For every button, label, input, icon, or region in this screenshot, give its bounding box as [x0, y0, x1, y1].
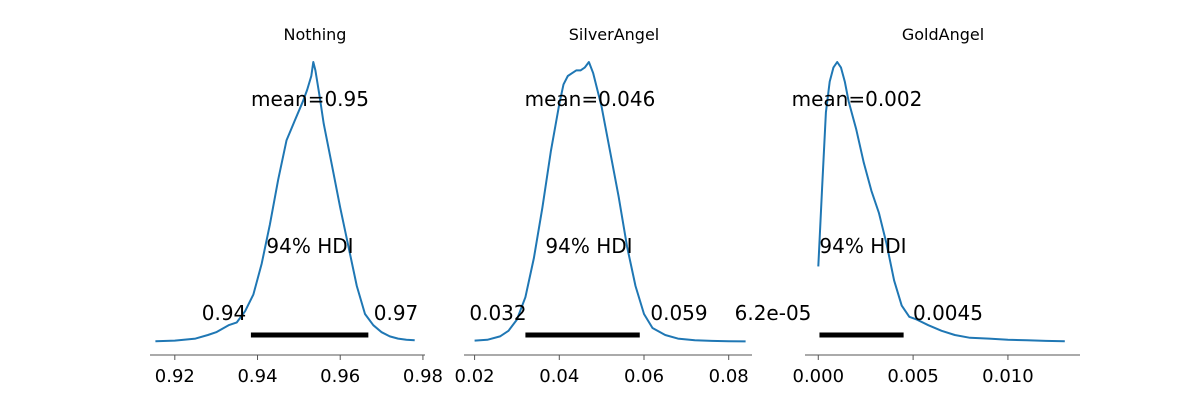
x-tick-label: 0.96 [320, 366, 360, 387]
panel-1: SilverAngel mean=0.046 94% HDI 0.032 0.059 0.… [455, 25, 752, 387]
panel-title: Nothing [284, 25, 347, 44]
x-tick-label: 0.94 [237, 366, 277, 387]
x-tick-label: 0.000 [793, 366, 845, 387]
mean-label: mean=0.95 [251, 87, 369, 111]
x-tick-label: 0.06 [624, 366, 664, 387]
hdi-label: 94% HDI [266, 234, 353, 258]
panel-title: SilverAngel [569, 25, 659, 44]
mean-label: mean=0.046 [525, 87, 656, 111]
hdi-low-label: 0.032 [469, 301, 526, 325]
hdi-high-label: 0.97 [374, 301, 419, 325]
panel-0: Nothing mean=0.95 94% HDI 0.94 0.97 0.92 0.94 0… [150, 25, 443, 387]
x-tick-label: 0.92 [155, 366, 195, 387]
x-tick-label: 0.010 [982, 366, 1034, 387]
panel-2: GoldAngel mean=0.002 94% HDI 6.2e-05 0.0045 0… [735, 25, 1080, 387]
chart-panels: Nothing mean=0.95 94% HDI 0.94 0.97 0.92 0.94 0… [150, 25, 1080, 387]
mean-label: mean=0.002 [792, 87, 923, 111]
x-tick-label: 0.04 [539, 366, 579, 387]
x-tick-label: 0.98 [403, 366, 443, 387]
density-line [155, 61, 415, 343]
hdi-low-label: 6.2e-05 [735, 301, 812, 325]
x-tick-label: 0.005 [887, 366, 939, 387]
panel-title: GoldAngel [902, 25, 984, 44]
density-line [817, 61, 1065, 343]
x-tick-label: 0.02 [455, 366, 495, 387]
hdi-label: 94% HDI [545, 234, 632, 258]
density-line [474, 61, 746, 343]
hdi-high-label: 0.0045 [913, 301, 983, 325]
x-tick-label: 0.08 [709, 366, 749, 387]
hdi-low-label: 0.94 [202, 301, 247, 325]
hdi-label: 94% HDI [819, 234, 906, 258]
hdi-high-label: 0.059 [650, 301, 707, 325]
